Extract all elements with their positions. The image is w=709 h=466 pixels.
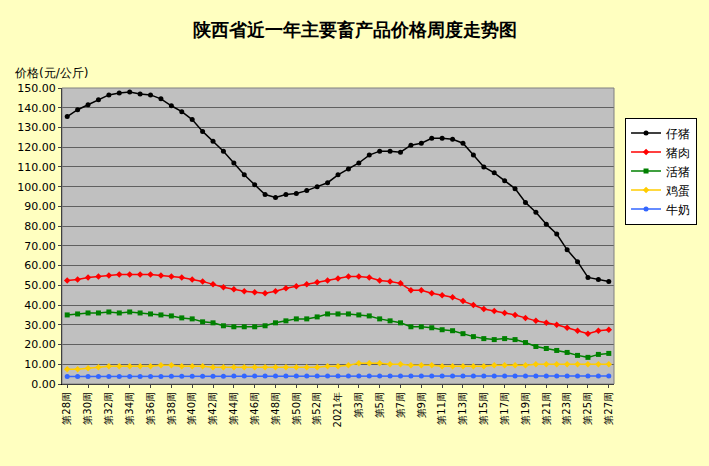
svg-text:60.00: 60.00	[24, 259, 56, 272]
svg-text:第44周: 第44周	[228, 392, 239, 425]
svg-text:第42周: 第42周	[207, 392, 218, 425]
svg-text:100.00: 100.00	[17, 181, 56, 194]
svg-text:第48周: 第48周	[270, 392, 281, 425]
svg-text:活猪: 活猪	[666, 165, 690, 179]
svg-text:2021年: 2021年	[332, 392, 343, 427]
svg-text:30.00: 30.00	[24, 319, 56, 332]
svg-text:20.00: 20.00	[24, 338, 56, 351]
svg-text:牛奶: 牛奶	[666, 203, 690, 217]
svg-text:第25周: 第25周	[582, 392, 593, 425]
svg-text:第15周: 第15周	[478, 392, 489, 425]
svg-text:第13周: 第13周	[457, 392, 468, 425]
svg-text:第34周: 第34周	[124, 392, 135, 425]
svg-text:50.00: 50.00	[24, 279, 56, 292]
svg-text:仔猪: 仔猪	[666, 127, 690, 141]
svg-text:70.00: 70.00	[24, 240, 56, 253]
svg-text:价格(元/公斤): 价格(元/公斤)	[14, 66, 88, 80]
svg-text:第9周: 第9周	[416, 392, 427, 418]
svg-text:第27周: 第27周	[603, 392, 614, 425]
svg-text:第21周: 第21周	[541, 392, 552, 425]
svg-text:130.00: 130.00	[17, 121, 56, 134]
svg-text:第19周: 第19周	[520, 392, 531, 425]
svg-text:0.00: 0.00	[31, 378, 56, 391]
svg-text:第32周: 第32周	[103, 392, 114, 425]
svg-text:陕西省近一年主要畜产品价格周度走势图: 陕西省近一年主要畜产品价格周度走势图	[193, 19, 517, 40]
svg-text:第46周: 第46周	[249, 392, 260, 425]
svg-text:第17周: 第17周	[499, 392, 510, 425]
svg-text:10.00: 10.00	[24, 358, 56, 371]
svg-text:第38周: 第38周	[166, 392, 177, 425]
svg-text:140.00: 140.00	[17, 102, 56, 115]
svg-text:第5周: 第5周	[374, 392, 385, 418]
svg-text:40.00: 40.00	[24, 299, 56, 312]
svg-text:第11周: 第11周	[436, 392, 447, 425]
svg-text:150.00: 150.00	[17, 82, 56, 95]
svg-text:第30周: 第30周	[82, 392, 93, 425]
svg-text:110.00: 110.00	[17, 161, 56, 174]
svg-text:第23周: 第23周	[561, 392, 572, 425]
svg-text:80.00: 80.00	[24, 220, 56, 233]
svg-text:鸡蛋: 鸡蛋	[665, 184, 690, 198]
svg-text:第40周: 第40周	[186, 392, 197, 425]
svg-text:猪肉: 猪肉	[666, 146, 690, 160]
svg-text:120.00: 120.00	[17, 141, 56, 154]
svg-text:第28周: 第28周	[61, 392, 72, 425]
svg-text:90.00: 90.00	[24, 200, 56, 213]
svg-text:第50周: 第50周	[291, 392, 302, 425]
svg-text:第7周: 第7周	[395, 392, 406, 418]
svg-text:第3周: 第3周	[353, 392, 364, 418]
svg-text:第52周: 第52周	[311, 392, 322, 425]
svg-text:第36周: 第36周	[145, 392, 156, 425]
